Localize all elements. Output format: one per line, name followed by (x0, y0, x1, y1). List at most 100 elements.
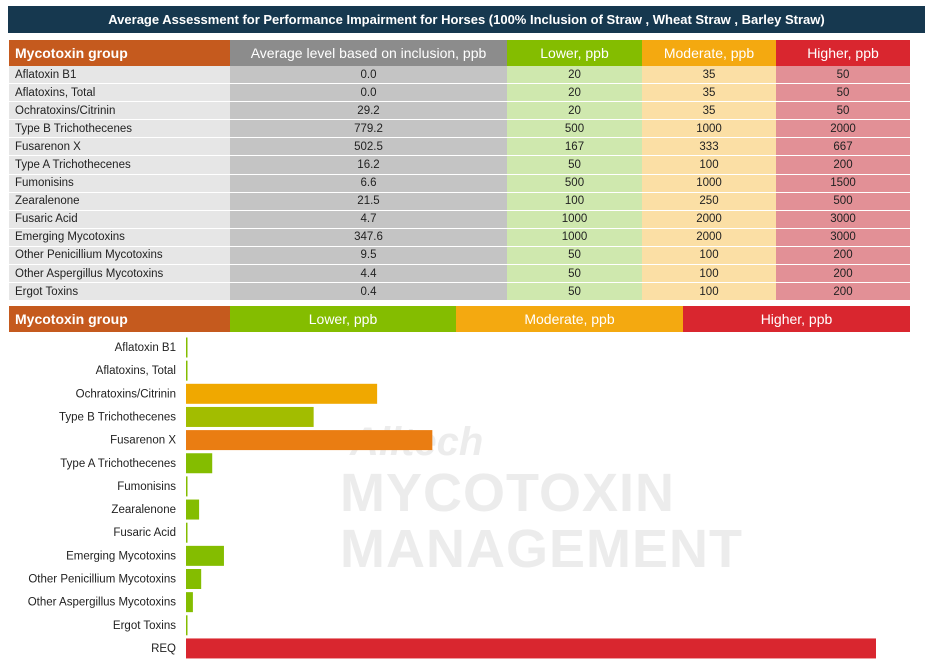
cell-higher: 3000 (776, 210, 910, 229)
cell-higher: 500 (776, 192, 910, 211)
bar (186, 406, 314, 427)
cell-higher: 2000 (776, 119, 910, 139)
cell-moderate: 35 (642, 83, 776, 103)
header-higher: Higher, ppb (776, 40, 910, 66)
cell-mycotoxin: Ochratoxins/Citrinin (9, 101, 230, 121)
table-header-row: Mycotoxin group Average level based on i… (9, 40, 910, 66)
category-label: Ergot Toxins (113, 620, 176, 632)
category-label: Ochratoxins/Citrinin (76, 388, 176, 400)
category-label: Fusarenon X (110, 435, 176, 447)
bar (186, 569, 202, 589)
cell-mycotoxin: Aflatoxin B1 (9, 66, 230, 85)
bar (186, 360, 188, 381)
table-row: Emerging Mycotoxins 347.6 1000 2000 3000 (9, 228, 910, 247)
table-row: Type B Trichothecenes 779.2 500 1000 2000 (9, 119, 910, 139)
cell-moderate: 35 (642, 101, 776, 121)
bar (186, 499, 200, 520)
bar-chart: Aflatoxin B1 Aflatoxins, Total Ochratoxins… (28, 337, 876, 659)
table-row: Fusaric Acid 4.7 1000 2000 3000 (9, 210, 910, 229)
cell-lower: 50 (507, 246, 642, 266)
cell-lower: 167 (507, 137, 642, 157)
header-average-level: Average level based on inclusion, ppb (230, 40, 507, 66)
cell-average: 0.4 (230, 282, 507, 302)
cell-mycotoxin: Other Penicillium Mycotoxins (9, 246, 230, 266)
cell-moderate: 100 (642, 264, 776, 284)
cell-lower: 50 (507, 282, 642, 302)
bar (186, 638, 876, 659)
cell-lower: 50 (507, 264, 642, 284)
table-row: Aflatoxins, Total 0.0 20 35 50 (9, 83, 910, 103)
category-label: Other Aspergillus Mycotoxins (28, 597, 177, 609)
category-label: REQ (151, 643, 176, 655)
header-lower: Lower, ppb (507, 40, 642, 66)
category-label: Emerging Mycotoxins (66, 550, 176, 562)
cell-mycotoxin: Fusarenon X (9, 137, 230, 157)
cell-mycotoxin: Type B Trichothecenes (9, 119, 230, 139)
cell-higher: 200 (776, 282, 910, 302)
cell-mycotoxin: Aflatoxins, Total (9, 83, 230, 103)
category-label: Zearalenone (111, 504, 176, 516)
legend-row: Mycotoxin group Lower, ppb Moderate, ppb… (9, 306, 910, 332)
cell-lower: 500 (507, 119, 642, 139)
cell-lower: 1000 (507, 210, 642, 229)
cell-higher: 200 (776, 246, 910, 266)
table-row: Ergot Toxins 0.4 50 100 200 (9, 282, 910, 302)
cell-higher: 200 (776, 155, 910, 175)
cell-average: 6.6 (230, 174, 507, 193)
cell-moderate: 1000 (642, 119, 776, 139)
category-label: Fusaric Acid (113, 527, 176, 539)
cell-higher: 50 (776, 83, 910, 103)
bar (186, 337, 188, 358)
header-mycotoxin-group: Mycotoxin group (9, 40, 230, 66)
cell-average: 0.0 (230, 66, 507, 85)
cell-mycotoxin: Other Aspergillus Mycotoxins (9, 264, 230, 284)
legend-higher: Higher, ppb (683, 306, 910, 332)
cell-moderate: 1000 (642, 174, 776, 193)
category-label: Aflatoxin B1 (115, 342, 176, 354)
cell-higher: 1500 (776, 174, 910, 193)
table-row: Fumonisins 6.6 500 1000 1500 (9, 174, 910, 193)
bar (186, 615, 188, 636)
table-row: Zearalenone 21.5 100 250 500 (9, 192, 910, 211)
table-row: Aflatoxin B1 0.0 20 35 50 (9, 66, 910, 85)
bar (186, 383, 378, 404)
cell-higher: 667 (776, 137, 910, 157)
table-row: Fusarenon X 502.5 167 333 667 (9, 137, 910, 157)
cell-moderate: 35 (642, 66, 776, 85)
cell-mycotoxin: Fusaric Acid (9, 210, 230, 229)
cell-average: 779.2 (230, 119, 507, 139)
legend-lower: Lower, ppb (230, 306, 456, 332)
legend-group-label: Mycotoxin group (9, 306, 230, 332)
cell-higher: 3000 (776, 228, 910, 247)
table-row: Ochratoxins/Citrinin 29.2 20 35 50 (9, 101, 910, 121)
bar (186, 522, 188, 543)
cell-average: 347.6 (230, 228, 507, 247)
category-label: Other Penicillium Mycotoxins (28, 574, 176, 586)
cell-average: 16.2 (230, 155, 507, 175)
chart-title: Average Assessment for Performance Impai… (8, 6, 925, 33)
cell-higher: 50 (776, 66, 910, 85)
cell-average: 502.5 (230, 137, 507, 157)
table-row: Other Penicillium Mycotoxins 9.5 50 100 200 (9, 246, 910, 266)
cell-average: 9.5 (230, 246, 507, 266)
assessment-table: Mycotoxin group Average level based on i… (9, 40, 910, 302)
cell-mycotoxin: Fumonisins (9, 174, 230, 193)
table-row: Other Aspergillus Mycotoxins 4.4 50 100 200 (9, 264, 910, 284)
bar (186, 545, 224, 566)
cell-moderate: 333 (642, 137, 776, 157)
bar (186, 592, 193, 613)
header-moderate: Moderate, ppb (642, 40, 776, 66)
cell-higher: 50 (776, 101, 910, 121)
cell-lower: 20 (507, 101, 642, 121)
category-label: Fumonisins (117, 481, 176, 493)
cell-average: 0.0 (230, 83, 507, 103)
cell-lower: 20 (507, 66, 642, 85)
bar (186, 430, 433, 451)
cell-average: 29.2 (230, 101, 507, 121)
cell-moderate: 100 (642, 282, 776, 302)
cell-moderate: 250 (642, 192, 776, 211)
bar (186, 453, 213, 474)
category-label: Aflatoxins, Total (96, 365, 176, 377)
cell-moderate: 2000 (642, 210, 776, 229)
cell-moderate: 100 (642, 155, 776, 175)
